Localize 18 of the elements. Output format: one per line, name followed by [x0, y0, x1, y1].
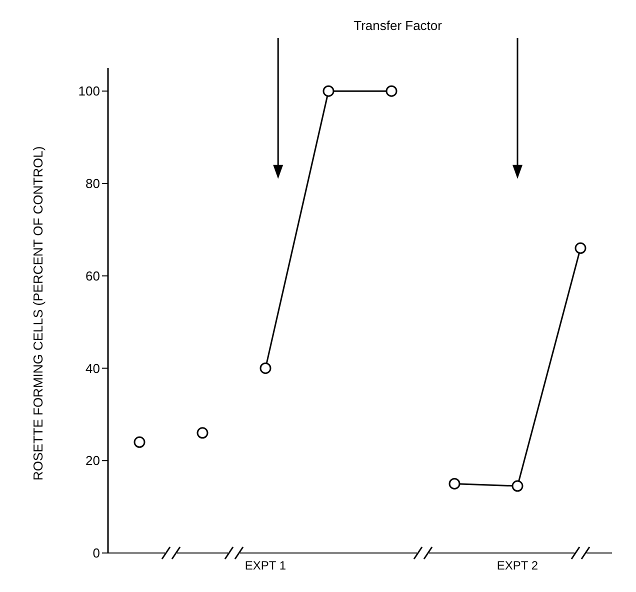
x-tick-label: EXPT 2 [496, 558, 538, 573]
point [386, 85, 398, 97]
point [134, 436, 146, 448]
y-axis-title: ROSETTE FORMING CELLS (PERCENT OF CONTROL) [30, 146, 46, 480]
point [574, 242, 586, 254]
y-tick-label: 100 [78, 84, 100, 99]
point [322, 85, 334, 97]
text: Transfer Factor [354, 18, 443, 33]
y-tick-label: 80 [86, 176, 100, 192]
point [196, 427, 208, 439]
point [448, 478, 460, 490]
point [260, 362, 272, 374]
y-tick-label: 60 [86, 268, 100, 284]
x-tick-label: EXPT 1 [244, 558, 286, 573]
y-tick-label: 20 [86, 453, 100, 468]
point [512, 480, 524, 492]
y-tick-label: 0 [92, 546, 100, 561]
y-tick-label: 40 [86, 360, 100, 376]
